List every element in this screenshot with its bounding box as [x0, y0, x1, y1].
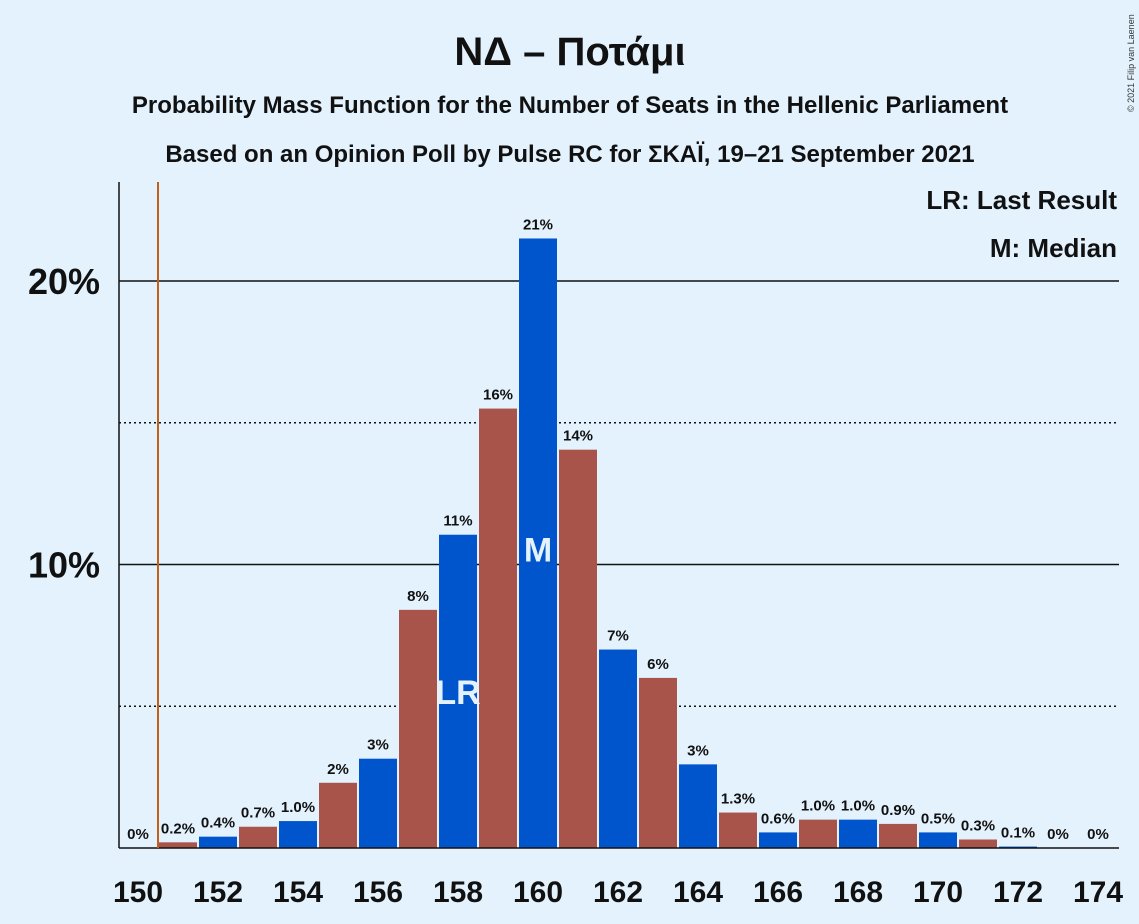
x-tick-label: 154 — [273, 876, 323, 909]
bar — [879, 823, 917, 848]
copyright-note: © 2021 Filip van Laenen — [1126, 14, 1136, 112]
bar — [839, 819, 877, 848]
bar — [239, 826, 277, 848]
data-label: 0.6% — [761, 810, 795, 827]
marker-label: M — [524, 532, 552, 570]
data-label: 0% — [1087, 826, 1109, 843]
data-label: 0.1% — [1001, 825, 1035, 842]
x-tick-label: 170 — [913, 876, 963, 909]
data-label: 1.0% — [801, 798, 835, 815]
bar — [319, 782, 357, 848]
data-label: 0.4% — [201, 815, 235, 832]
bar — [919, 832, 957, 848]
data-label: 0% — [127, 826, 149, 843]
data-label: 1.3% — [721, 791, 755, 808]
x-tick-label: 172 — [993, 876, 1043, 909]
data-label: 14% — [563, 428, 593, 445]
data-label: 11% — [443, 513, 472, 530]
chart-title: ΝΔ – Ποτάμι — [454, 30, 685, 74]
x-tick-label: 166 — [753, 876, 803, 909]
data-label: 0% — [1047, 826, 1069, 843]
bar — [679, 764, 717, 848]
bar — [559, 449, 597, 848]
data-label: 3% — [367, 737, 389, 754]
bar — [799, 819, 837, 848]
bar — [639, 677, 677, 848]
x-tick-label: 150 — [113, 876, 163, 909]
y-tick-label: 10% — [28, 545, 100, 586]
chart-subtitle-line-1: Probability Mass Function for the Number… — [132, 92, 1008, 119]
bar — [439, 534, 477, 848]
marker-label: LR — [435, 674, 480, 712]
bar — [279, 821, 317, 848]
legend-median: M: Median — [990, 233, 1117, 263]
data-label: 3% — [687, 742, 709, 759]
data-label: 0.9% — [881, 802, 915, 819]
bar — [759, 832, 797, 848]
x-tick-label: 160 — [513, 876, 563, 909]
x-tick-label: 174 — [1073, 876, 1123, 909]
x-tick-label: 152 — [193, 876, 243, 909]
bar — [199, 836, 237, 848]
data-label: 8% — [407, 588, 429, 605]
data-label: 0.3% — [961, 817, 995, 834]
data-label: 0.5% — [921, 810, 955, 827]
data-labels-group: 0% 0.2% 0.4% 0.7% 1.0% 2% 3% 8% 11% 16% 21% 14% 7% 6%… — [127, 216, 1109, 843]
bar — [719, 812, 757, 848]
axes-group: 10% 20% 150 152 154 156 158 160 162 164 166 168 170 1… — [28, 182, 1123, 909]
data-label: 2% — [327, 761, 349, 778]
data-label: 0.7% — [241, 805, 275, 822]
bar — [519, 238, 557, 849]
y-tick-label: 20% — [28, 261, 100, 302]
data-label: 1.0% — [281, 799, 315, 816]
bar — [399, 609, 437, 848]
x-tick-label: 158 — [433, 876, 483, 909]
data-label: 6% — [647, 656, 669, 673]
data-label: 7% — [607, 628, 629, 645]
bar — [959, 839, 997, 848]
bar — [359, 758, 397, 848]
x-tick-label: 168 — [833, 876, 883, 909]
chart-subtitle-line-2: Based on an Opinion Poll by Pulse RC for… — [165, 141, 974, 168]
bar — [479, 408, 517, 848]
legend-last-result: LR: Last Result — [926, 185, 1117, 215]
x-tick-label: 162 — [593, 876, 643, 909]
x-tick-label: 156 — [353, 876, 403, 909]
bars-group — [159, 238, 1037, 849]
x-tick-label: 164 — [673, 876, 723, 909]
bar — [159, 842, 197, 848]
data-label: 0.2% — [161, 820, 195, 837]
bar — [599, 649, 637, 848]
data-label: 21% — [523, 216, 553, 233]
data-label: 1.0% — [841, 798, 875, 815]
data-label: 16% — [483, 387, 513, 404]
